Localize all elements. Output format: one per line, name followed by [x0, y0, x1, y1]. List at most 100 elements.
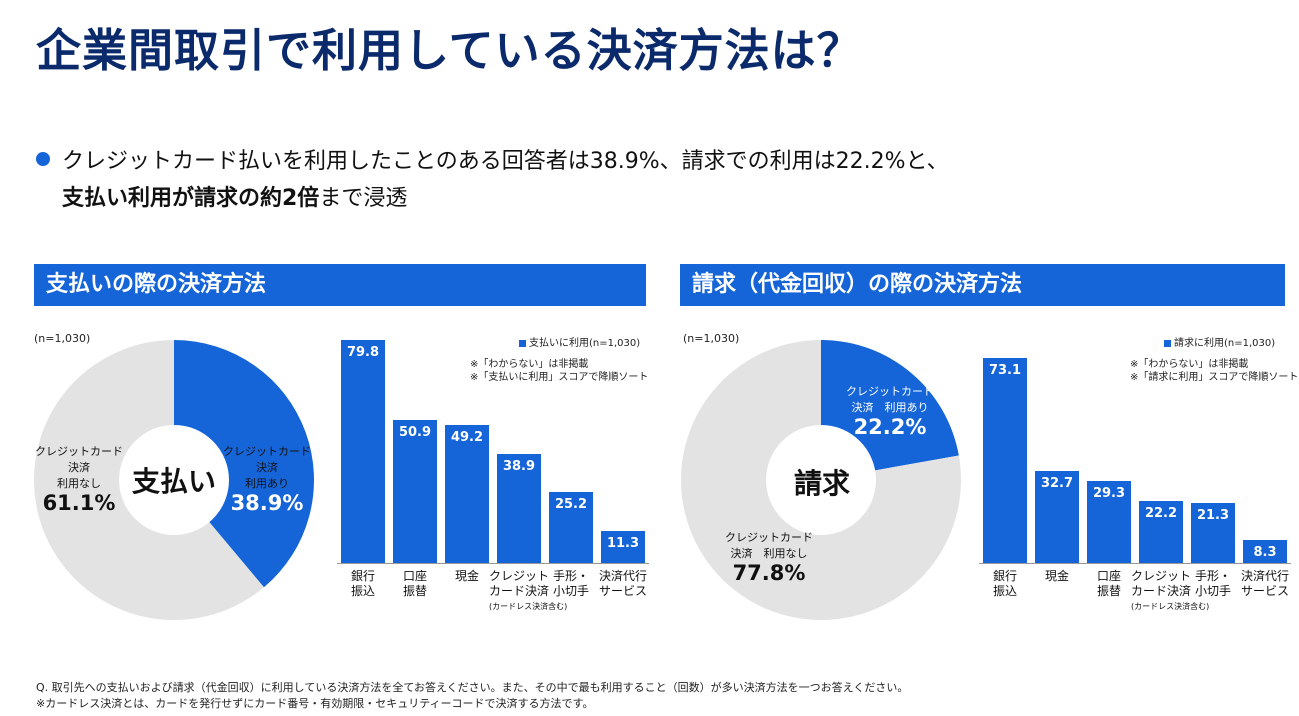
bar-value-label: 8.3: [1253, 544, 1277, 560]
bar: [601, 531, 645, 563]
bar-category-line: 振込: [350, 584, 375, 598]
bar-value-label: 11.3: [606, 536, 640, 552]
bar-category-label: 口座 振替: [385, 569, 445, 599]
right-donut-unused-label: クレジットカード 決済 利用なし 77.8%: [704, 530, 834, 585]
left-unused-l3: 利用なし: [57, 477, 101, 490]
bar-value-label: 25.2: [554, 497, 588, 513]
bar: [983, 358, 1027, 563]
right-used-l1: クレジットカード: [846, 385, 934, 398]
legend-swatch: [519, 339, 526, 347]
summary-line1: クレジットカード払いを利用したことのある回答者は38.9%、請求での利用は22.…: [62, 149, 949, 174]
legend-swatch: [1164, 339, 1171, 347]
bullet-dot: [36, 152, 50, 166]
bar-category-line: 決済代行: [1240, 569, 1289, 583]
bar: [393, 420, 437, 563]
bar-category-line: 手形・: [1194, 569, 1231, 583]
bar: [1243, 539, 1287, 563]
left-unused-l2: 決済: [68, 461, 90, 474]
bar-value-label: 32.7: [1040, 476, 1074, 492]
bar-category-label: 銀行 振込: [333, 569, 393, 599]
left-note1: ※「わからない」は非掲載: [470, 359, 589, 370]
bar-category-label: 決済代行 サービス: [593, 569, 653, 599]
bar: [1035, 471, 1079, 563]
bar-category-label: 口座 振替: [1079, 569, 1139, 599]
left-donut-unused-label: クレジットカード 決済 利用なし 61.1%: [24, 444, 134, 515]
bar-category-note: (カードレス決済含む): [489, 602, 568, 611]
bar-category-line: 銀行: [992, 569, 1017, 583]
donut-hole: [119, 425, 229, 535]
bar-category-label: 手形・ 小切手: [1183, 569, 1243, 599]
bar-category-label: 現金: [437, 569, 497, 584]
left-n-label: (n=1,030): [34, 332, 91, 345]
right-unused-value: 77.8%: [732, 561, 806, 585]
bar-category-label: 手形・ 小切手: [541, 569, 601, 599]
bar-value-label: 22.2: [1144, 505, 1178, 521]
left-legend-text: 支払いに利用(n=1,030): [529, 338, 641, 349]
bar-axis: [337, 563, 649, 564]
left-used-l1: クレジットカード: [223, 445, 311, 458]
bar: [1191, 503, 1235, 563]
right-legend-text: 請求に利用(n=1,030): [1174, 338, 1276, 349]
bar-category-label: クレジット カード決済 (カードレス決済含む): [489, 569, 568, 614]
bar-category-line: 振込: [992, 584, 1017, 598]
right-unused-l2: 決済 利用なし: [730, 547, 808, 560]
bar: [497, 454, 541, 563]
footer-question: Q. 取引先への支払いおよび請求（代金回収）に利用している決済方法を全てお答えく…: [36, 681, 909, 694]
left-donut-center: 支払い: [131, 465, 216, 498]
bar: [549, 492, 593, 563]
right-donut-used-label: クレジットカード 決済 利用あり 22.2%: [825, 384, 955, 439]
footer-note: ※カードレス決済とは、カードを発行せずにカード番号・有効期限・セキュリティーコー…: [36, 697, 594, 710]
bar-category-label: 現金: [1027, 569, 1087, 584]
bar-category-line: 現金: [1044, 569, 1069, 583]
bar-category-line: 手形・: [552, 569, 589, 583]
left-slice-used: [174, 340, 314, 588]
bar-axis: [979, 563, 1291, 564]
left-used-l3: 利用あり: [245, 477, 289, 490]
summary-line2-rest: まで浸透: [319, 186, 408, 211]
left-used-value: 38.9%: [230, 491, 304, 515]
bar-value-label: 21.3: [1196, 508, 1230, 524]
right-legend: 請求に利用(n=1,030): [1164, 334, 1275, 349]
bar-category-note: (カードレス決済含む): [1131, 602, 1210, 611]
left-donut-used-label: クレジットカード 決済 利用あり 38.9%: [212, 444, 322, 515]
bar: [341, 339, 385, 563]
left-note2: ※「支払いに利用」スコアで降順ソート: [470, 372, 649, 383]
bar-category-line: カード決済: [489, 584, 550, 598]
bar-category-line: カード決済: [1131, 584, 1192, 598]
right-used-value: 22.2%: [853, 415, 927, 439]
bar-value-label: 79.8: [346, 344, 380, 360]
bar-value-label: 38.9: [502, 459, 536, 475]
bar-category-label: 決済代行 サービス: [1235, 569, 1295, 599]
bar-category-line: サービス: [1240, 584, 1289, 598]
left-legend: 支払いに利用(n=1,030): [519, 334, 640, 349]
bar-category-line: 小切手: [552, 584, 589, 598]
left-used-l2: 決済: [256, 461, 278, 474]
bar: [1139, 500, 1183, 563]
bar-category-line: クレジット: [489, 569, 550, 583]
right-used-l2: 決済 利用あり: [851, 401, 929, 414]
right-unused-l1: クレジットカード: [725, 531, 813, 544]
bar-category-line: 決済代行: [598, 569, 647, 583]
right-note2: ※「請求に利用」スコアで降順ソート: [1130, 372, 1299, 383]
donut-hole: [766, 425, 876, 535]
right-n-label: (n=1,030): [683, 332, 740, 345]
right-note1: ※「わからない」は非掲載: [1130, 359, 1249, 370]
summary-line2: 支払い利用が請求の約2倍まで浸透: [62, 180, 407, 212]
left-unused-value: 61.1%: [42, 491, 116, 515]
bar-category-line: 銀行: [350, 569, 375, 583]
bar-category-line: サービス: [598, 584, 647, 598]
bar-value-label: 50.9: [398, 425, 432, 441]
bar-category-label: クレジット カード決済 (カードレス決済含む): [1131, 569, 1210, 614]
right-donut-center: 請求: [793, 467, 850, 500]
bar-category-line: クレジット: [1131, 569, 1192, 583]
right-section-header: 請求（代金回収）の際の決済方法: [680, 264, 1285, 306]
left-section-header: 支払いの際の決済方法: [34, 264, 646, 306]
bar: [1087, 480, 1131, 563]
bar-category-label: 銀行 振込: [975, 569, 1035, 599]
bar-value-label: 73.1: [988, 363, 1022, 379]
bar-value-label: 49.2: [450, 430, 484, 446]
bar-category-line: 口座: [1096, 569, 1121, 583]
page-title: 企業間取引で利用している決済方法は？: [36, 24, 863, 77]
left-unused-l1: クレジットカード: [35, 445, 123, 458]
